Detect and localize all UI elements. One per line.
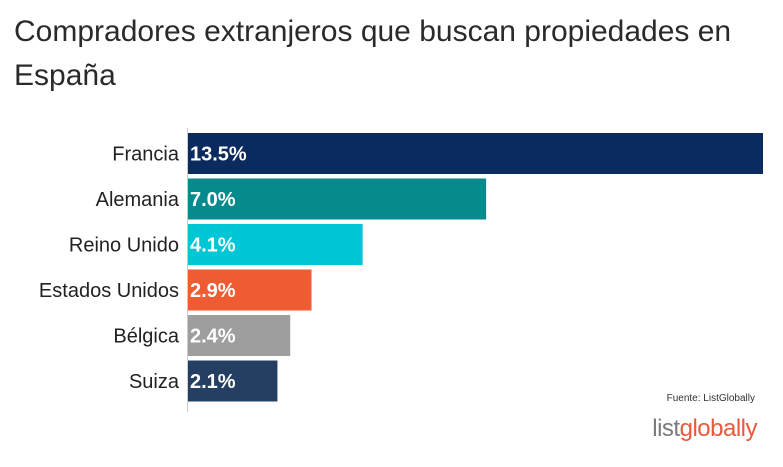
value-label-alemania: 7.0%	[190, 189, 236, 211]
category-label-alemania: Alemania	[96, 189, 180, 211]
value-label-reino-unido: 4.1%	[190, 235, 236, 257]
category-label-belgica: Bélgica	[113, 326, 179, 348]
logo-text-list: list	[652, 415, 680, 442]
category-label-francia: Francia	[112, 144, 180, 166]
source-note: Fuente: ListGlobally	[666, 393, 755, 404]
category-label-estados-unidos: Estados Unidos	[39, 280, 179, 302]
category-label-reino-unido: Reino Unido	[69, 235, 179, 257]
bar-belgica	[188, 315, 291, 356]
bar-suiza	[188, 360, 278, 402]
listglobally-logo: listglobally	[652, 415, 757, 443]
value-label-belgica: 2.4%	[190, 326, 236, 348]
bar-reino-unido	[188, 224, 363, 265]
value-label-suiza: 2.1%	[190, 371, 236, 393]
logo-text-globally: globally	[679, 415, 758, 442]
value-label-estados-unidos: 2.9%	[190, 280, 236, 302]
bar-group: Francia 13.5% Alemania 7.0% Reino Unido 4.1% E…	[39, 133, 763, 402]
chart-title: Compradores extranjeros que buscan propi…	[14, 15, 732, 92]
bar-francia	[188, 133, 763, 174]
bar-estados-unidos	[188, 269, 312, 311]
category-label-suiza: Suiza	[129, 371, 180, 393]
bar-alemania	[188, 178, 487, 220]
value-label-francia: 13.5%	[190, 144, 247, 166]
